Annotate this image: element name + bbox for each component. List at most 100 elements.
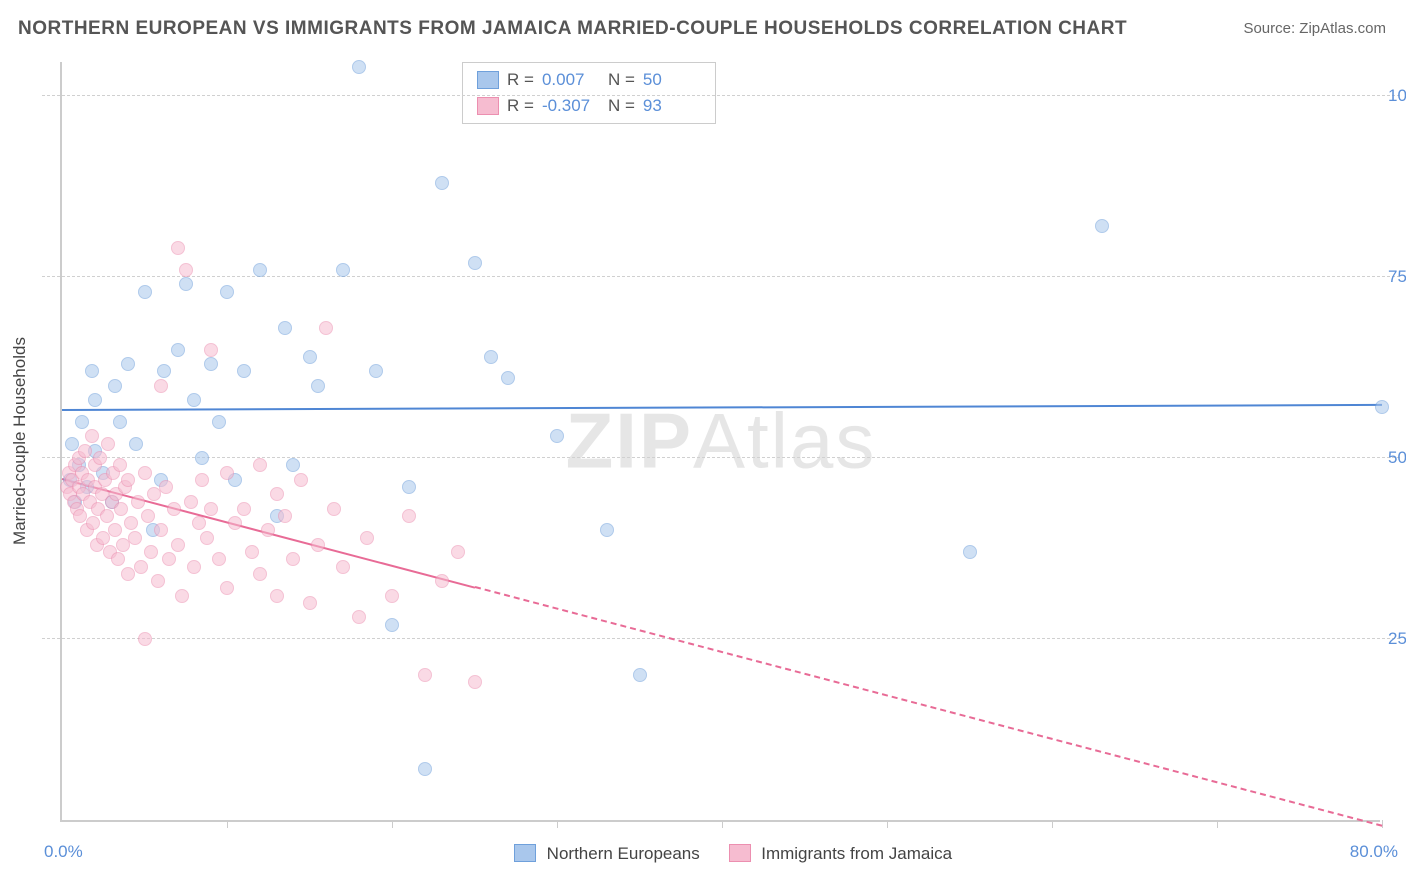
data-point — [385, 589, 399, 603]
data-point — [278, 509, 292, 523]
data-point — [418, 762, 432, 776]
data-point — [78, 444, 92, 458]
data-point — [111, 552, 125, 566]
data-point — [286, 552, 300, 566]
y-tick-label: 25.0% — [1388, 629, 1406, 649]
data-point — [151, 574, 165, 588]
data-point — [167, 502, 181, 516]
data-point — [311, 379, 325, 393]
watermark-rest: Atlas — [693, 397, 876, 485]
data-point — [270, 589, 284, 603]
data-point — [128, 531, 142, 545]
trend-line — [474, 586, 1382, 827]
data-point — [187, 560, 201, 574]
data-point — [352, 610, 366, 624]
x-tick — [227, 820, 228, 828]
x-tick — [887, 820, 888, 828]
data-point — [1095, 219, 1109, 233]
chart-title: NORTHERN EUROPEAN VS IMMIGRANTS FROM JAM… — [18, 18, 1127, 40]
data-point — [114, 502, 128, 516]
data-point — [171, 538, 185, 552]
data-point — [85, 364, 99, 378]
data-point — [1375, 400, 1389, 414]
data-point — [171, 241, 185, 255]
data-point — [402, 480, 416, 494]
r-value-0: 0.007 — [542, 70, 600, 90]
data-point — [369, 364, 383, 378]
series-name-1: Immigrants from Jamaica — [761, 844, 952, 863]
watermark: ZIPAtlas — [566, 396, 877, 487]
data-point — [88, 393, 102, 407]
x-axis-max-label: 80.0% — [1350, 842, 1398, 862]
data-point — [134, 560, 148, 574]
data-point — [501, 371, 515, 385]
data-point — [195, 451, 209, 465]
data-point — [253, 263, 267, 277]
gridline — [42, 95, 1400, 96]
data-point — [101, 437, 115, 451]
data-point — [171, 343, 185, 357]
data-point — [204, 357, 218, 371]
trend-line — [62, 404, 1382, 411]
r-label: R = — [507, 96, 534, 116]
y-tick-label: 75.0% — [1388, 267, 1406, 287]
n-label: N = — [608, 96, 635, 116]
data-point — [204, 502, 218, 516]
data-point — [253, 567, 267, 581]
data-point — [418, 668, 432, 682]
data-point — [121, 357, 135, 371]
n-value-1: 93 — [643, 96, 701, 116]
x-tick — [392, 820, 393, 828]
data-point — [327, 502, 341, 516]
n-value-0: 50 — [643, 70, 701, 90]
data-point — [294, 473, 308, 487]
data-point — [468, 675, 482, 689]
data-point — [154, 379, 168, 393]
gridline — [42, 457, 1400, 458]
legend-row-1: R = -0.307 N = 93 — [477, 93, 701, 119]
n-label: N = — [608, 70, 635, 90]
data-point — [159, 480, 173, 494]
data-point — [121, 473, 135, 487]
data-point — [179, 277, 193, 291]
data-point — [195, 473, 209, 487]
data-point — [138, 466, 152, 480]
chart-plot-area: Married-couple Households ZIPAtlas R = 0… — [60, 62, 1380, 822]
data-point — [131, 495, 145, 509]
watermark-bold: ZIP — [566, 397, 693, 485]
data-point — [286, 458, 300, 472]
data-point — [253, 458, 267, 472]
data-point — [385, 618, 399, 632]
data-point — [600, 523, 614, 537]
data-point — [108, 523, 122, 537]
data-point — [352, 60, 366, 74]
data-point — [336, 560, 350, 574]
data-point — [75, 415, 89, 429]
x-axis-min-label: 0.0% — [44, 842, 83, 862]
data-point — [245, 545, 259, 559]
data-point — [108, 379, 122, 393]
data-point — [336, 263, 350, 277]
r-label: R = — [507, 70, 534, 90]
data-point — [162, 552, 176, 566]
data-point — [144, 545, 158, 559]
correlation-legend: R = 0.007 N = 50 R = -0.307 N = 93 — [462, 62, 716, 124]
data-point — [192, 516, 206, 530]
y-tick-label: 100.0% — [1388, 86, 1406, 106]
data-point — [157, 364, 171, 378]
source-label: Source: ZipAtlas.com — [1243, 20, 1386, 37]
data-point — [633, 668, 647, 682]
data-point — [270, 487, 284, 501]
legend-row-0: R = 0.007 N = 50 — [477, 67, 701, 93]
gridline — [42, 276, 1400, 277]
series-name-0: Northern Europeans — [547, 844, 700, 863]
data-point — [113, 415, 127, 429]
legend-swatch-bottom-0 — [514, 844, 536, 862]
data-point — [129, 437, 143, 451]
data-point — [360, 531, 374, 545]
data-point — [550, 429, 564, 443]
x-tick — [722, 820, 723, 828]
data-point — [200, 531, 214, 545]
data-point — [435, 574, 449, 588]
data-point — [303, 350, 317, 364]
